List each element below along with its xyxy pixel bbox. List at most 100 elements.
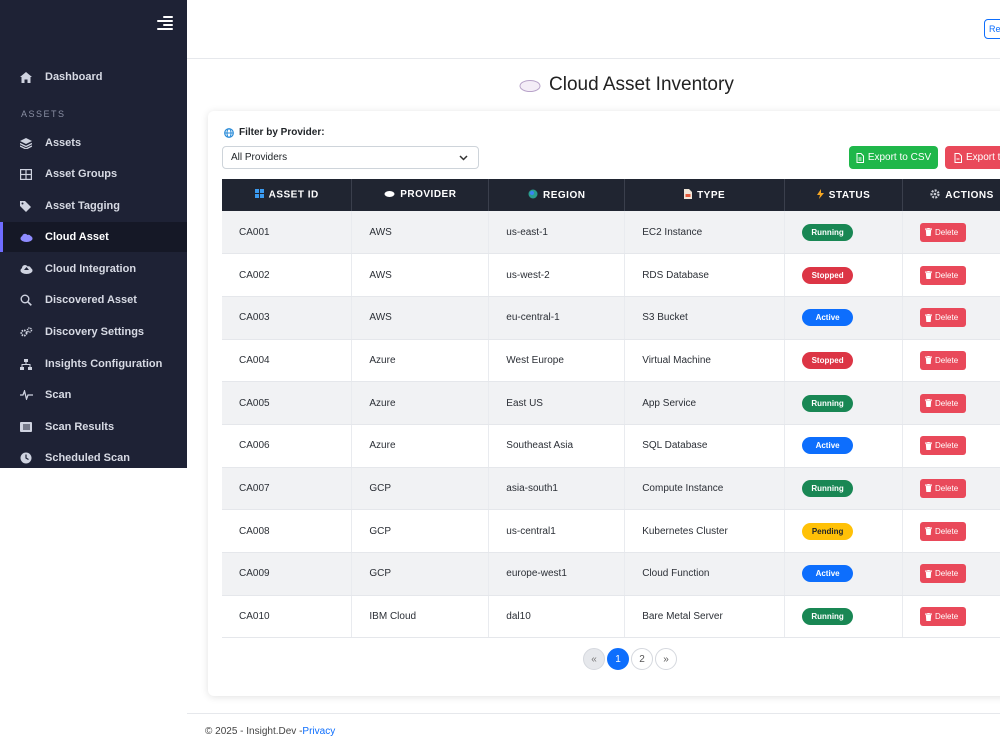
sidebar-item-scheduled-scan[interactable]: Scheduled Scan [0,443,187,473]
export-csv-label: Export to CSV [867,152,932,163]
barcode-icon [254,189,264,201]
menu-toggle-icon[interactable] [157,16,173,30]
export-pdf-button[interactable]: Export t [945,146,1000,169]
sidebar-item-cloud-integration[interactable]: Cloud Integration [0,254,187,284]
sidebar-item-label: Dashboard [45,71,103,83]
cell-status: Running [784,595,904,639]
delete-label: Delete [935,441,959,451]
cell-status: Pending [784,509,904,553]
cell-region: us-east-1 [488,211,626,255]
delete-button[interactable]: Delete [920,478,967,498]
table-row: CA010 IBM Cloud dal10 Bare Metal Server Runn… [222,595,1000,639]
file-icon [856,152,864,163]
trash-icon [925,612,933,621]
header-status[interactable]: STATUS [784,179,904,211]
cell-region: us-west-2 [488,253,626,297]
sidebar-item-cloud-asset[interactable]: Cloud Asset [0,222,187,252]
list-icon [19,420,33,434]
trash-icon [925,356,933,365]
cell-provider: Azure [351,424,490,468]
trash-icon [925,271,933,280]
table-row: CA006 Azure Southeast Asia SQL Database Acti… [222,424,1000,468]
cloud-icon [519,80,541,92]
delete-button[interactable]: Delete [920,436,967,456]
sidebar-item-discovery-settings[interactable]: Discovery Settings [0,317,187,347]
sidebar-item-scan-results[interactable]: Scan Results [0,412,187,442]
header-type[interactable]: TYPE [624,179,786,211]
gears-icon [19,325,33,339]
header-asset-id[interactable]: ASSET ID [222,179,353,211]
cell-type: Cloud Function [624,552,786,596]
sidebar-item-discovered-asset[interactable]: Discovered Asset [0,285,187,315]
delete-button[interactable]: Delete [920,521,967,541]
cell-actions: Delete [902,509,1000,553]
cell-region: us-central1 [488,509,626,553]
chevron-down-icon [459,155,468,161]
page-title: Cloud Asset Inventory [519,74,734,96]
table-row: CA002 AWS us-west-2 RDS Database Stopped Dele… [222,253,1000,297]
pagination-page-1[interactable]: 1 [607,648,629,670]
sidebar-item-asset-groups[interactable]: Asset Groups [0,159,187,189]
pagination-prev[interactable]: « [583,648,605,670]
sidebar-item-asset-tagging[interactable]: Asset Tagging [0,191,187,221]
sidebar-section-label: ASSETS [21,109,66,119]
provider-filter-select[interactable]: All Providers [222,146,479,169]
sidebar-item-label: Assets [45,137,82,149]
delete-button[interactable]: Delete [920,393,967,413]
sidebar-item-scan[interactable]: Scan [0,380,187,410]
cell-actions: Delete [902,424,1000,468]
sidebar-item-label: Asset Groups [45,168,118,180]
trash-icon [925,527,933,536]
bolt-icon [816,188,824,202]
cell-actions: Delete [902,381,1000,425]
trash-icon [925,441,933,450]
sidebar-item-label: Insights Configuration [45,358,163,370]
delete-label: Delete [935,227,959,237]
trash-icon [925,313,933,322]
cloud-icon [384,189,395,200]
sidebar-item-dashboard[interactable]: Dashboard [0,62,187,92]
header-provider[interactable]: PROVIDER [351,179,490,211]
cell-status: Running [784,467,904,511]
export-csv-button[interactable]: Export to CSV [849,146,938,169]
provider-filter-value: All Providers [231,152,288,163]
sidebar-item-label: Discovery Settings [45,326,145,338]
sidebar-item-insights-configuration[interactable]: Insights Configuration [0,349,187,379]
delete-button[interactable]: Delete [920,607,967,627]
header-label: STATUS [828,189,871,201]
cell-region: europe-west1 [488,552,626,596]
delete-button[interactable]: Delete [920,265,967,285]
sidebar-item-assets[interactable]: Assets [0,128,187,158]
topbar-button[interactable]: Re [984,19,1000,39]
delete-button[interactable]: Delete [920,222,967,242]
sidebar-item-label: Scan Results [45,421,115,433]
gear-icon [930,188,940,202]
trash-icon [925,228,933,237]
delete-button[interactable]: Delete [920,350,967,370]
header-label: ACTIONS [945,189,994,201]
header-actions[interactable]: ACTIONS [902,179,1000,211]
sitemap-icon [19,357,33,371]
cell-status: Running [784,211,904,255]
cell-region: eu-central-1 [488,296,626,340]
header-label: REGION [543,189,586,201]
pagination-page-2[interactable]: 2 [631,648,653,670]
status-badge: Stopped [802,351,854,369]
cell-type: EC2 Instance [624,211,786,255]
cell-actions: Delete [902,211,1000,255]
cell-provider: IBM Cloud [351,595,490,639]
cell-id: CA006 [222,424,353,468]
delete-button[interactable]: Delete [920,564,967,584]
sidebar-item-label: Cloud Asset [45,231,109,243]
pagination-next[interactable]: » [655,648,677,670]
filter-label: Filter by Provider: [224,127,325,138]
delete-label: Delete [935,569,959,579]
delete-label: Delete [935,270,959,280]
header-region[interactable]: REGION [488,179,626,211]
file-pdf-icon [954,152,962,163]
privacy-link[interactable]: Privacy [302,726,336,737]
cell-actions: Delete [902,467,1000,511]
delete-button[interactable]: Delete [920,308,967,328]
cell-region: Southeast Asia [488,424,626,468]
cell-id: CA007 [222,467,353,511]
